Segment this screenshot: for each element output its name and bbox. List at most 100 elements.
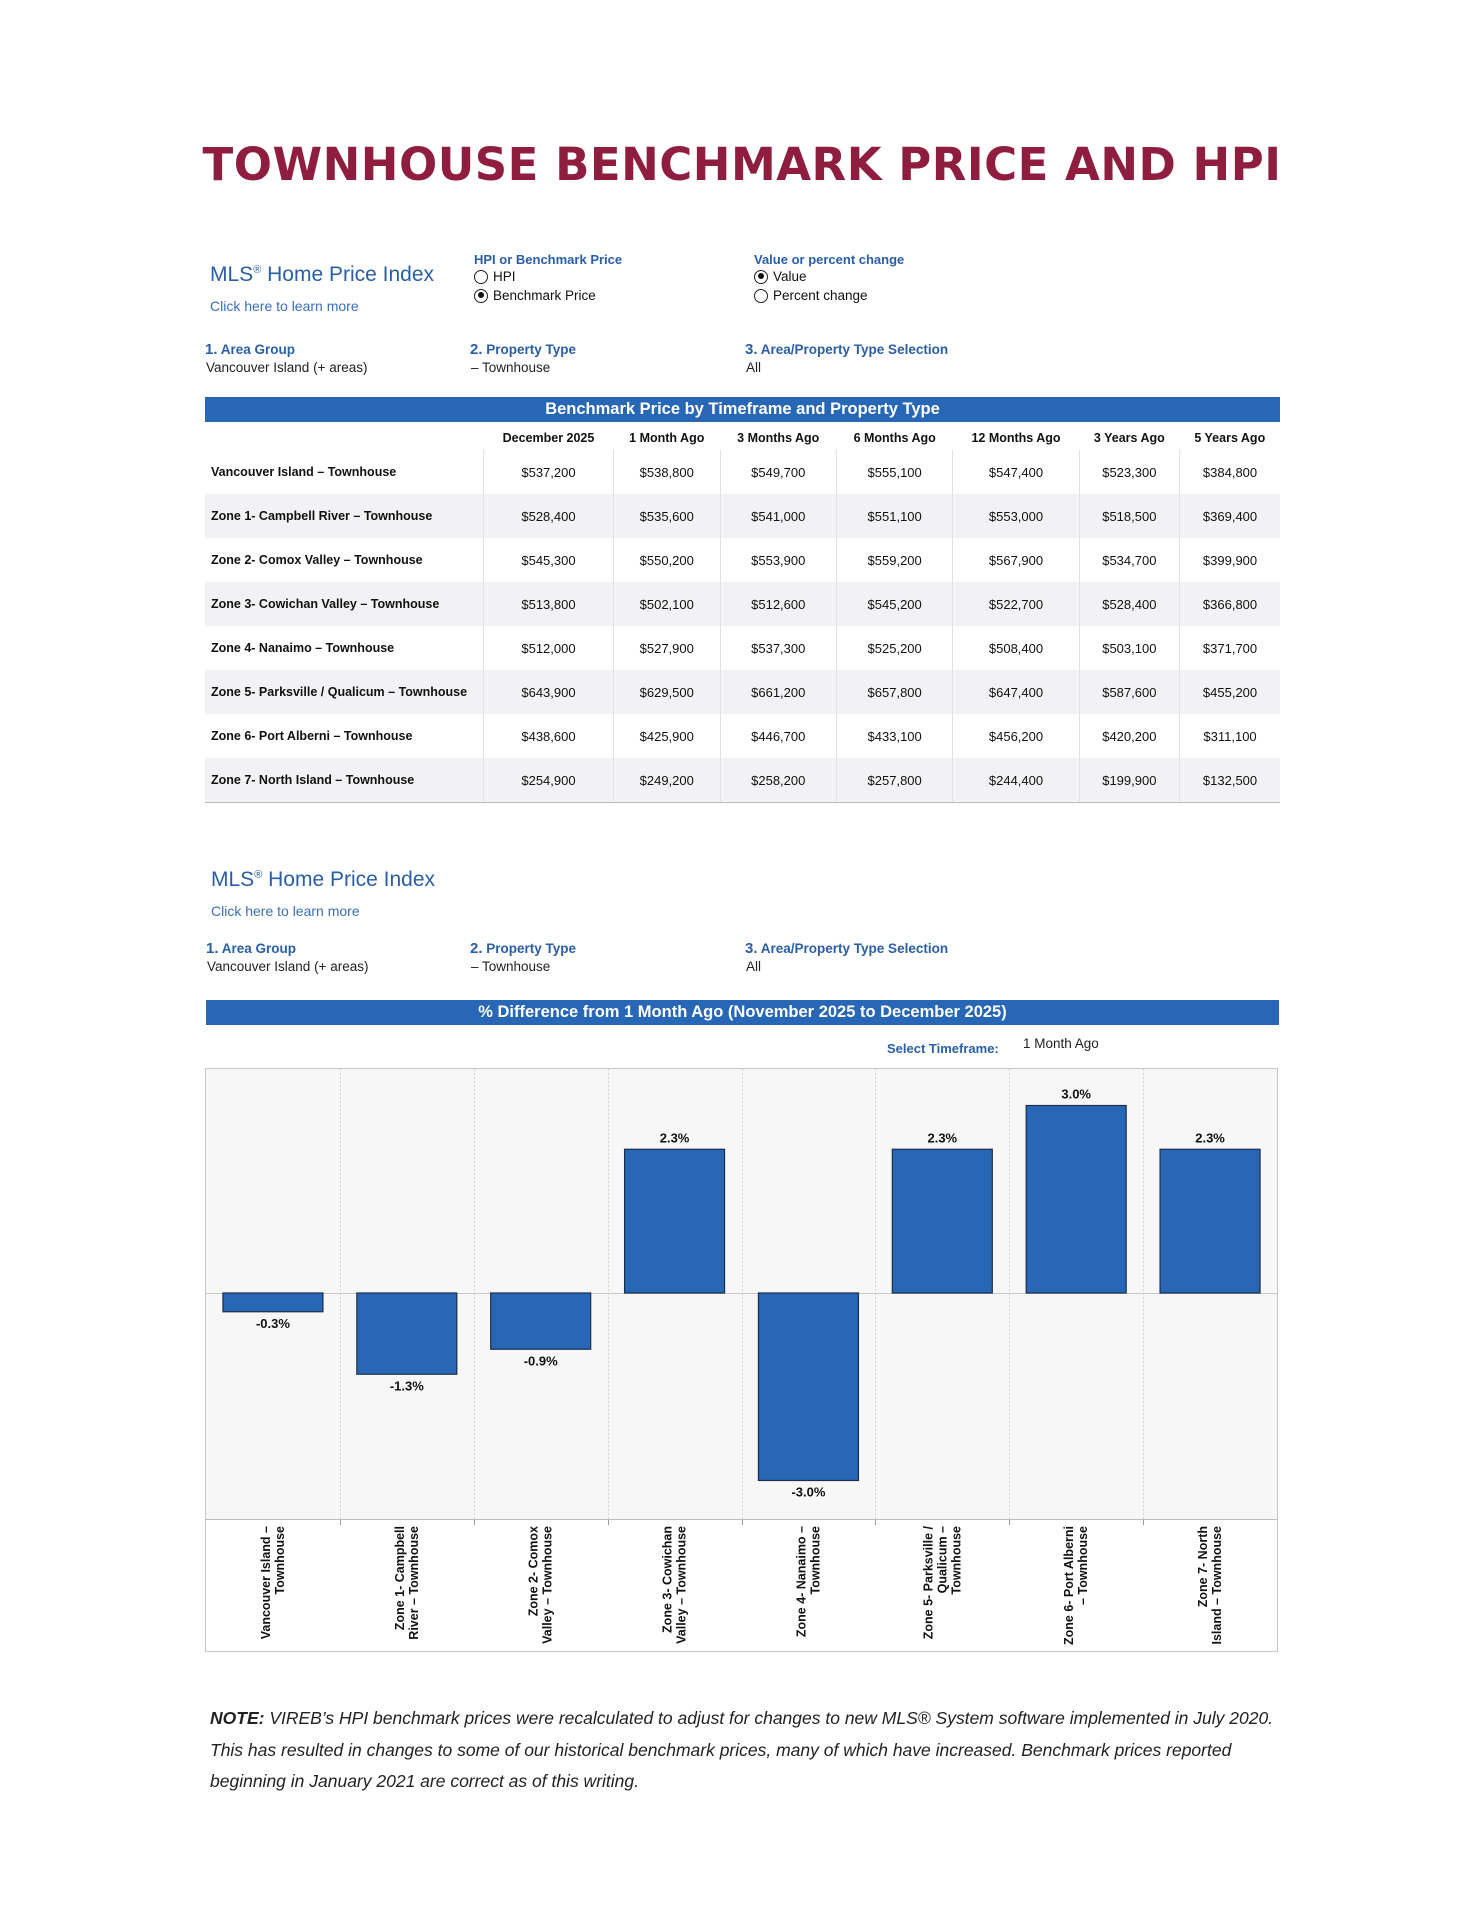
price-cell: $553,000: [952, 494, 1080, 538]
category-label: Island – Townhouse: [1210, 1526, 1224, 1645]
price-cell: $438,600: [483, 714, 614, 758]
timeframe-select[interactable]: 1 Month Ago: [1023, 1036, 1099, 1051]
price-cell: $425,900: [613, 714, 721, 758]
timeframe-label: Select Timeframe:: [887, 1041, 999, 1056]
price-cell: $513,800: [483, 582, 614, 626]
price-cell: $456,200: [952, 714, 1080, 758]
category-label: Valley – Townhouse: [675, 1526, 689, 1644]
table-row: Zone 7- North Island – Townhouse $254,900…: [205, 758, 1280, 803]
area-group-label: 1. Area Group: [206, 940, 297, 957]
chart-bar: [891, 1148, 993, 1294]
price-cell: $545,300: [483, 538, 614, 582]
area-group-select[interactable]: Vancouver Island (+ areas): [206, 360, 368, 375]
category-label: Zone 4- Nanaimo –: [794, 1526, 808, 1637]
category-label: Townhouse: [273, 1526, 287, 1595]
category-label: River – Townhouse: [407, 1526, 421, 1640]
chart-bar: [1159, 1148, 1261, 1294]
column-header: 5 Years Ago: [1194, 430, 1266, 445]
radio-icon: [754, 288, 768, 303]
price-cell: $534,700: [1079, 538, 1181, 582]
area-property-selection-select[interactable]: All: [746, 360, 762, 375]
property-type-label: 2. Property Type: [470, 341, 577, 358]
price-cell: $311,100: [1203, 728, 1257, 744]
price-cell: $559,200: [836, 538, 954, 582]
table-row: Zone 4- Nanaimo – Townhouse $512,000 $527,…: [205, 626, 1280, 670]
price-cell: $371,700: [1202, 640, 1258, 656]
category-axis-area: [206, 1519, 1277, 1651]
value-radio[interactable]: Value: [754, 269, 807, 284]
radio-icon: [474, 269, 488, 284]
price-cell: $550,200: [613, 538, 721, 582]
category-label: Townhouse: [808, 1526, 822, 1595]
price-cell: $538,800: [613, 450, 721, 494]
price-cell: $254,900: [483, 758, 614, 803]
row-label: Zone 2- Comox Valley – Townhouse: [205, 538, 484, 582]
category-label: Zone 5- Parksville /: [921, 1525, 935, 1639]
category-label: Qualicum –: [935, 1526, 949, 1593]
data-label: -0.9%: [524, 1353, 558, 1368]
row-label: Zone 3- Cowichan Valley – Townhouse: [205, 582, 484, 626]
area-group-label: 1. Area Group: [205, 341, 296, 358]
price-cell: $629,500: [613, 670, 721, 714]
mls-hpi-title: MLS® Home Price Index: [211, 868, 436, 891]
price-cell: $503,100: [1079, 626, 1181, 670]
percent-change-radio[interactable]: Percent change: [754, 288, 868, 303]
price-cell: $522,700: [952, 582, 1080, 626]
table-row: Zone 5- Parksville / Qualicum – Townhous…: [205, 670, 1280, 714]
chart-bar: [1025, 1104, 1127, 1294]
table-header-row: December 2025 1 Month Ago 3 Months Ago 6…: [205, 425, 1280, 450]
property-type-label: 2. Property Type: [470, 940, 577, 957]
radio-selected-icon: [754, 269, 768, 284]
area-property-selection-select[interactable]: All: [746, 959, 762, 974]
area-property-selection-label: 3. Area/Property Type Selection: [745, 341, 949, 358]
note-paragraph: NOTE: VIREB’s HPI benchmark prices were …: [210, 1708, 1274, 1791]
price-cell: $508,400: [952, 626, 1080, 670]
price-cell: $525,200: [836, 626, 954, 670]
table-row: Zone 3- Cowichan Valley – Townhouse $513,…: [205, 582, 1280, 626]
price-cell: $657,800: [836, 670, 954, 714]
price-cell: $555,100: [836, 450, 954, 494]
benchmark-price-radio[interactable]: Benchmark Price: [474, 288, 596, 303]
table-row: Zone 6- Port Alberni – Townhouse $438,600…: [205, 714, 1280, 758]
price-cell: $535,600: [613, 494, 721, 538]
chart-bar: [623, 1148, 726, 1294]
row-label: Zone 1- Campbell River – Townhouse: [205, 494, 484, 538]
price-cell: $258,200: [720, 758, 837, 803]
price-cell: $545,200: [836, 582, 954, 626]
data-label: -3.0%: [791, 1485, 825, 1500]
property-type-select[interactable]: – Townhouse: [471, 959, 551, 974]
hpi-radio[interactable]: HPI: [474, 269, 516, 284]
price-cell: $518,500: [1079, 494, 1181, 538]
price-cell: $433,100: [836, 714, 954, 758]
percent-difference-chart: -0.3% Vancouver Island – Townhouse -1.3% Zon…: [205, 1068, 1278, 1652]
data-label: 2.3%: [660, 1130, 690, 1145]
price-cell: $551,100: [836, 494, 954, 538]
row-label: Zone 7- North Island – Townhouse: [205, 758, 484, 803]
hpi-or-benchmark-heading: HPI or Benchmark Price: [474, 252, 623, 267]
price-cell: $257,800: [836, 758, 954, 803]
price-cell: $528,400: [1079, 582, 1181, 626]
chart-title: % Difference from 1 Month Ago (November …: [206, 1000, 1279, 1025]
area-group-select[interactable]: Vancouver Island (+ areas): [207, 959, 369, 974]
learn-more-link[interactable]: Click here to learn more: [210, 298, 359, 314]
benchmark-table-title: Benchmark Price by Timeframe and Propert…: [205, 397, 1280, 422]
price-cell: $661,200: [720, 670, 837, 714]
price-cell: $527,900: [613, 626, 721, 670]
price-cell: $587,600: [1079, 670, 1181, 714]
row-label: Zone 4- Nanaimo – Townhouse: [205, 626, 484, 670]
category-label: Zone 3- Cowichan: [661, 1526, 675, 1633]
category-label: – Townhouse: [1076, 1526, 1090, 1605]
price-cell: $512,600: [720, 582, 837, 626]
price-cell: $537,200: [483, 450, 614, 494]
property-type-select[interactable]: – Townhouse: [471, 360, 551, 375]
price-cell: $199,900: [1079, 758, 1181, 803]
data-label: 2.3%: [1195, 1130, 1225, 1145]
column-header: 6 Months Ago: [853, 430, 936, 445]
category-label: Valley – Townhouse: [541, 1526, 555, 1644]
column-header: 3 Years Ago: [1093, 430, 1165, 445]
price-cell: $547,400: [952, 450, 1080, 494]
price-cell: $643,900: [483, 670, 614, 714]
chart-svg: -0.3%Vancouver Island – Townhouse-1.3%Zon…: [206, 1069, 1277, 1651]
learn-more-link[interactable]: Click here to learn more: [211, 903, 360, 919]
chart-bar: [356, 1292, 458, 1375]
